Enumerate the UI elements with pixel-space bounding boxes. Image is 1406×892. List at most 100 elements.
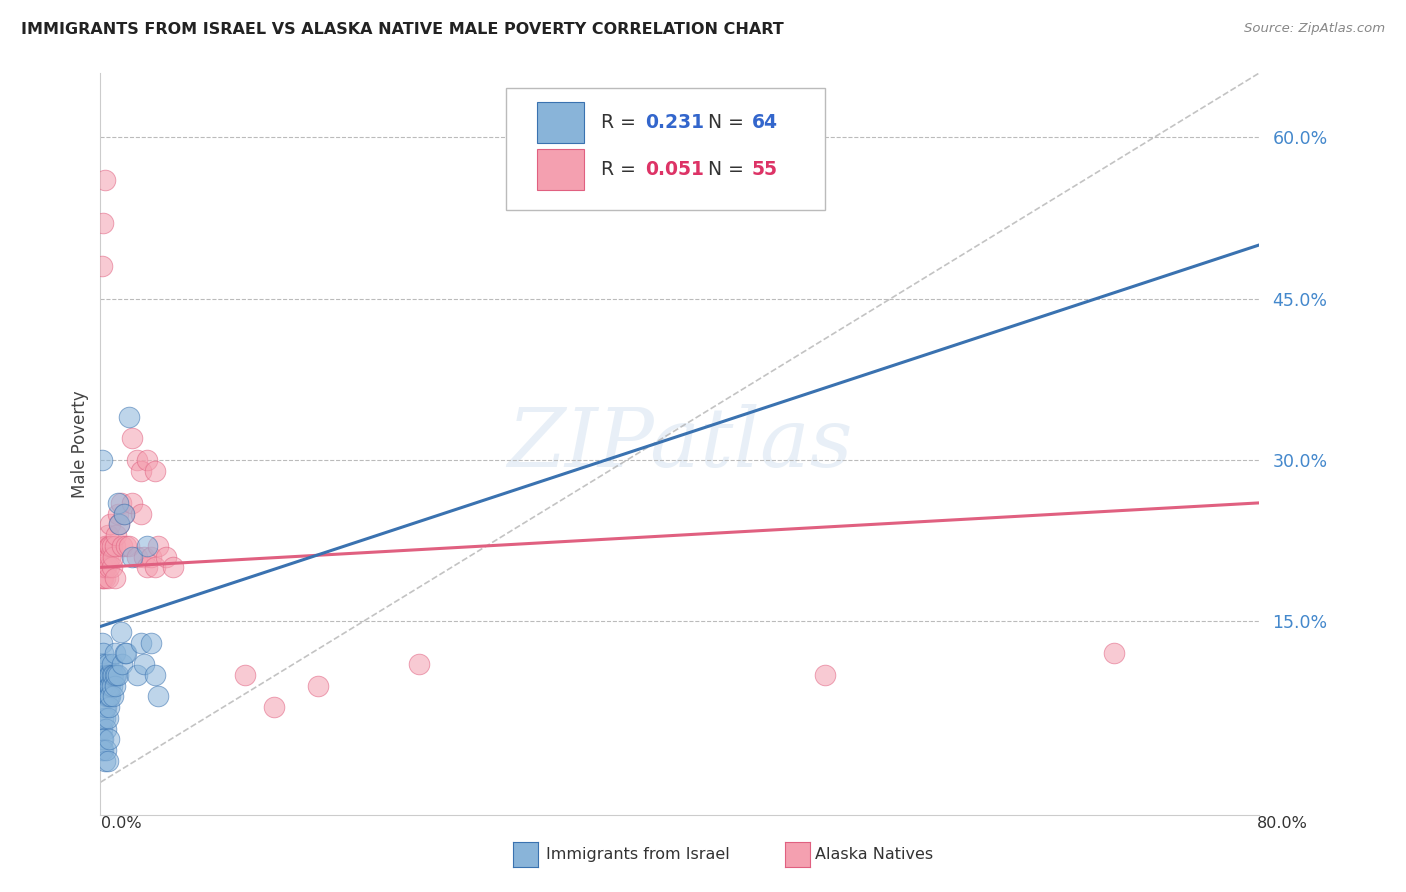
- Point: [121, 549, 143, 564]
- Point: [93, 700, 115, 714]
- Point: [97, 754, 120, 768]
- Text: 0.0%: 0.0%: [101, 816, 142, 831]
- Point: [148, 539, 170, 553]
- Point: [104, 539, 127, 553]
- Point: [91, 571, 114, 585]
- Point: [112, 507, 135, 521]
- Point: [100, 549, 122, 564]
- Point: [145, 668, 167, 682]
- Point: [101, 539, 124, 553]
- Point: [97, 668, 120, 682]
- Point: [104, 646, 127, 660]
- Point: [129, 635, 152, 649]
- Point: [132, 657, 155, 672]
- Point: [98, 539, 121, 553]
- Point: [162, 560, 184, 574]
- Text: Alaska Natives: Alaska Natives: [815, 847, 934, 862]
- Point: [98, 679, 121, 693]
- Point: [121, 431, 143, 445]
- Point: [104, 679, 127, 693]
- Point: [94, 549, 117, 564]
- Point: [98, 690, 121, 704]
- Text: 0.231: 0.231: [645, 113, 704, 132]
- Point: [107, 507, 129, 521]
- Point: [97, 657, 120, 672]
- Point: [145, 464, 167, 478]
- Point: [112, 507, 135, 521]
- Point: [94, 679, 117, 693]
- Point: [129, 464, 152, 478]
- Point: [91, 732, 114, 747]
- Text: Source: ZipAtlas.com: Source: ZipAtlas.com: [1244, 22, 1385, 36]
- Point: [101, 560, 124, 574]
- Text: 0.051: 0.051: [645, 160, 704, 179]
- Point: [93, 668, 115, 682]
- Point: [110, 496, 132, 510]
- Point: [94, 539, 117, 553]
- Point: [94, 668, 117, 682]
- Point: [125, 453, 148, 467]
- Point: [90, 732, 112, 747]
- Point: [97, 571, 120, 585]
- Point: [101, 679, 124, 693]
- Point: [121, 496, 143, 510]
- Text: 64: 64: [752, 113, 778, 132]
- FancyBboxPatch shape: [506, 87, 825, 211]
- Point: [132, 549, 155, 564]
- Point: [155, 549, 177, 564]
- Point: [97, 549, 120, 564]
- Point: [90, 453, 112, 467]
- Point: [94, 700, 117, 714]
- Point: [135, 539, 157, 553]
- Point: [233, 668, 256, 682]
- Point: [97, 711, 120, 725]
- Point: [125, 668, 148, 682]
- Point: [93, 711, 115, 725]
- Point: [90, 679, 112, 693]
- Point: [115, 646, 138, 660]
- Point: [135, 560, 157, 574]
- Point: [307, 679, 329, 693]
- Y-axis label: Male Poverty: Male Poverty: [72, 390, 89, 498]
- Point: [108, 517, 131, 532]
- Point: [93, 679, 115, 693]
- Point: [108, 517, 131, 532]
- Point: [408, 657, 430, 672]
- Point: [105, 668, 128, 682]
- Point: [91, 216, 114, 230]
- Point: [105, 528, 128, 542]
- Point: [139, 635, 162, 649]
- Point: [100, 517, 122, 532]
- Point: [139, 549, 162, 564]
- Point: [93, 560, 115, 574]
- Point: [91, 668, 114, 682]
- Point: [100, 690, 122, 704]
- Point: [263, 700, 285, 714]
- Point: [125, 549, 148, 564]
- Point: [90, 571, 112, 585]
- Bar: [537, 103, 583, 143]
- Point: [97, 528, 120, 542]
- Text: Immigrants from Israel: Immigrants from Israel: [546, 847, 730, 862]
- Point: [97, 690, 120, 704]
- Point: [94, 560, 117, 574]
- Bar: [537, 149, 583, 190]
- Point: [104, 668, 127, 682]
- Point: [90, 635, 112, 649]
- Point: [135, 453, 157, 467]
- Point: [101, 657, 124, 672]
- Point: [118, 409, 141, 424]
- Point: [91, 711, 114, 725]
- Point: [111, 657, 134, 672]
- Point: [103, 668, 125, 682]
- Point: [91, 646, 114, 660]
- Point: [111, 539, 134, 553]
- Point: [90, 743, 112, 757]
- Point: [98, 560, 121, 574]
- Text: N =: N =: [707, 113, 749, 132]
- Point: [101, 668, 124, 682]
- Point: [93, 173, 115, 187]
- Point: [98, 732, 121, 747]
- Point: [814, 668, 837, 682]
- Point: [94, 722, 117, 736]
